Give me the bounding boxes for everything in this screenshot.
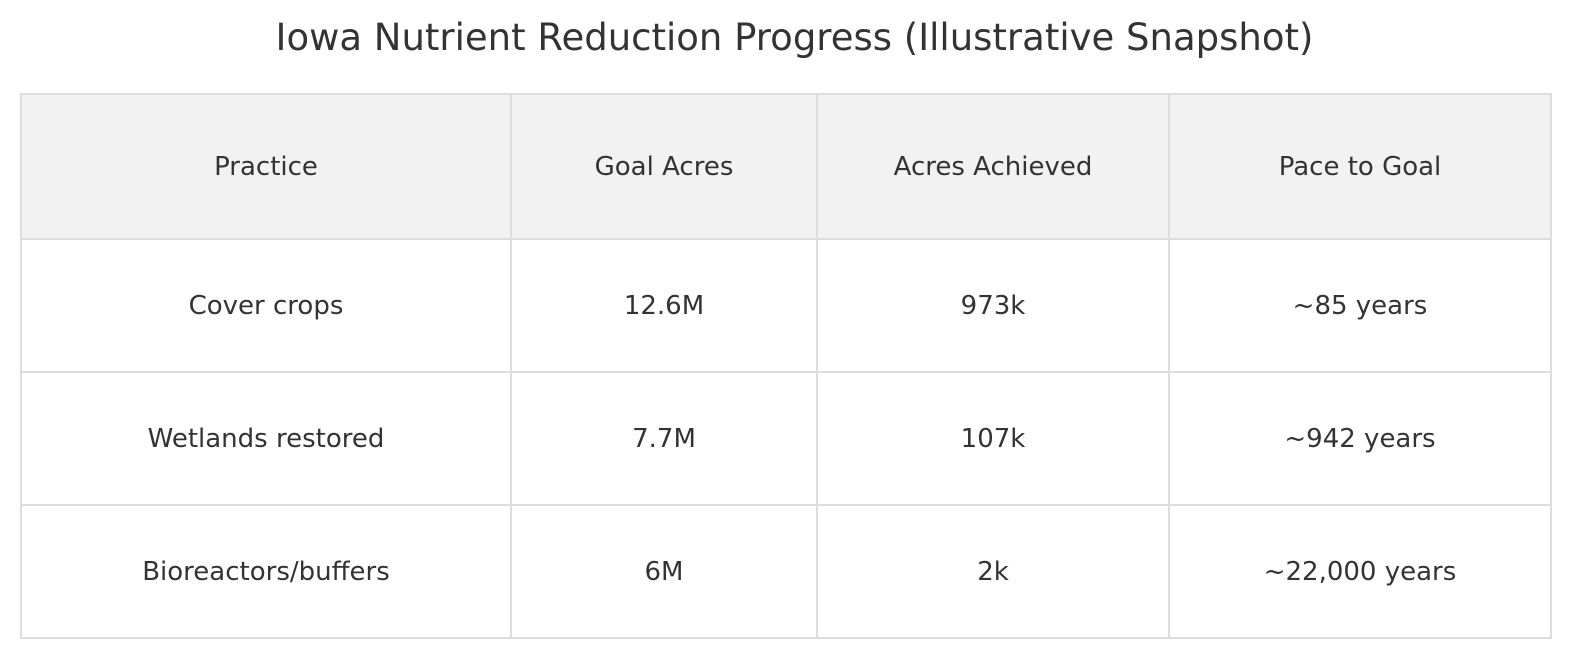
table-row: Wetlands restored 7.7M 107k ~942 years — [20, 371, 1552, 506]
table-cell: Wetlands restored — [20, 371, 512, 506]
column-header: Goal Acres — [510, 93, 818, 240]
column-header: Practice — [20, 93, 512, 240]
table-cell: Bioreactors/buffers — [20, 504, 512, 639]
table-cell: ~942 years — [1168, 371, 1552, 506]
table-row: Cover crops 12.6M 973k ~85 years — [20, 238, 1552, 373]
table-row: Bioreactors/buffers 6M 2k ~22,000 years — [20, 504, 1552, 639]
table-cell: 973k — [816, 238, 1170, 373]
table-cell: 6M — [510, 504, 818, 639]
table-cell: 2k — [816, 504, 1170, 639]
table-cell: ~85 years — [1168, 238, 1552, 373]
data-table: Practice Goal Acres Acres Achieved Pace … — [20, 93, 1552, 639]
table-cell: 7.7M — [510, 371, 818, 506]
column-header: Acres Achieved — [816, 93, 1170, 240]
column-header: Pace to Goal — [1168, 93, 1552, 240]
table-cell: 12.6M — [510, 238, 818, 373]
chart-title: Iowa Nutrient Reduction Progress (Illust… — [275, 16, 1314, 59]
table-cell: Cover crops — [20, 238, 512, 373]
header-row: Practice Goal Acres Acres Achieved Pace … — [20, 93, 1552, 240]
table-cell: 107k — [816, 371, 1170, 506]
table-cell: ~22,000 years — [1168, 504, 1552, 639]
